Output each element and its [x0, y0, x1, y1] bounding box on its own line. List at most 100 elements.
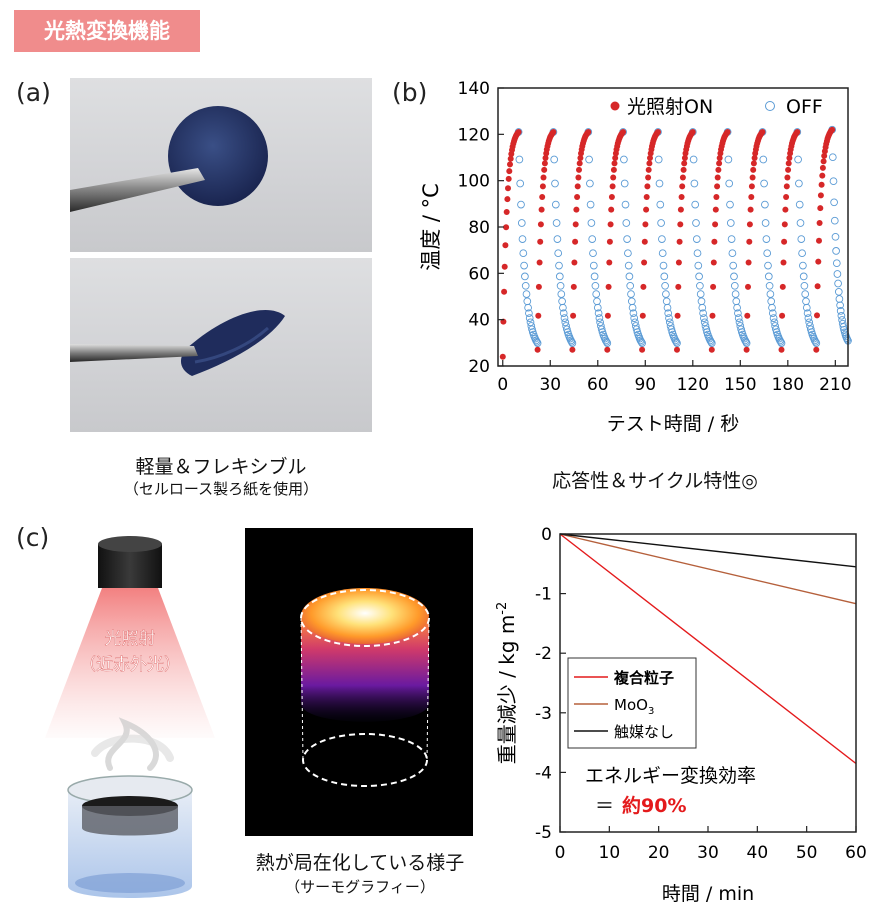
y-tick-label: -4 — [535, 763, 552, 783]
off-point — [796, 219, 805, 227]
off-point — [761, 219, 770, 227]
x-tick-label: 60 — [845, 843, 867, 863]
on-point — [499, 353, 506, 360]
on-point — [712, 221, 719, 228]
off-point — [665, 318, 674, 327]
x-tick-label: 180 — [772, 375, 804, 395]
on-point — [605, 283, 612, 290]
off-point — [624, 261, 633, 270]
off-point — [734, 314, 743, 322]
off-point — [551, 200, 560, 209]
off-point — [523, 297, 532, 306]
on-point — [504, 196, 511, 203]
legend-on-marker — [610, 101, 620, 111]
filter-disc — [168, 106, 268, 206]
on-point — [815, 258, 822, 265]
y-tick-label: -2 — [535, 644, 552, 664]
off-point — [657, 219, 665, 227]
off-point — [695, 272, 703, 281]
off-point — [594, 309, 603, 318]
y-tick-label: -1 — [535, 585, 552, 605]
on-point — [507, 161, 513, 168]
off-point — [520, 261, 528, 270]
off-point — [697, 297, 706, 306]
on-point — [814, 283, 821, 290]
on-point — [748, 194, 755, 200]
on-point — [571, 259, 578, 266]
on-point — [641, 259, 648, 266]
on-point — [550, 129, 557, 135]
off-point — [662, 290, 670, 298]
panel-label-c: (c) — [16, 523, 50, 552]
on-point — [785, 166, 792, 173]
y-tick-label: 60 — [468, 264, 490, 284]
off-point — [811, 337, 820, 346]
x-tick-label: 90 — [634, 375, 656, 395]
off-point — [804, 314, 813, 322]
on-point — [750, 166, 757, 173]
y-tick-label: 120 — [458, 125, 490, 145]
x-tick-label: 0 — [555, 843, 566, 863]
off-point — [798, 249, 806, 258]
legend-moo3-label: MoO3 — [614, 696, 654, 717]
temperature-cycle-chart: 0 30 60 90 120 150 180 210 20 40 60 80 100 120 140 光照射… — [419, 80, 852, 435]
off-point — [638, 339, 646, 347]
on-point — [819, 164, 826, 171]
y-tick-label: 0 — [541, 525, 552, 545]
on-point — [783, 183, 790, 190]
off-point — [696, 281, 704, 290]
on-point — [647, 155, 653, 161]
on-point — [535, 312, 542, 319]
on-point — [784, 174, 791, 181]
efficiency-annotation: エネルギー変換効率 — [585, 765, 756, 787]
on-point — [681, 160, 688, 167]
off-point — [664, 309, 673, 318]
on-point — [743, 346, 750, 353]
on-point — [537, 221, 544, 228]
on-point — [780, 259, 787, 266]
on-point — [570, 283, 577, 290]
off-point — [592, 290, 601, 298]
off-point — [802, 303, 811, 312]
off-point — [728, 249, 737, 258]
composite-line — [559, 533, 857, 765]
off-point — [766, 290, 775, 298]
off-point — [835, 295, 844, 303]
on-point — [534, 346, 541, 353]
on-point — [676, 238, 683, 245]
y-tick-label: 100 — [458, 172, 490, 192]
on-point — [503, 209, 510, 215]
off-point — [694, 261, 703, 270]
on-point — [785, 160, 792, 167]
off-point — [560, 314, 569, 322]
hot-surface — [301, 588, 429, 644]
x-tick-label: 30 — [539, 375, 561, 395]
on-point — [748, 183, 755, 190]
off-point — [692, 235, 701, 243]
off-point — [629, 309, 638, 318]
off-point — [558, 297, 566, 306]
y-tick-label: -5 — [535, 823, 552, 843]
on-point — [821, 152, 828, 159]
on-point — [540, 174, 547, 181]
off-point — [593, 297, 601, 306]
off-point — [655, 179, 664, 188]
on-point — [817, 192, 824, 199]
on-point — [646, 160, 653, 167]
on-point — [611, 160, 618, 167]
on-point — [677, 206, 684, 213]
off-point — [833, 270, 842, 278]
on-point — [539, 183, 546, 190]
off-point — [689, 155, 698, 164]
off-point — [626, 281, 635, 290]
off-point — [733, 303, 741, 312]
off-point — [672, 337, 681, 346]
caption-heat-localized: 熱が局在化している様子 — [255, 852, 465, 874]
caption-thermography: （サーモグラフィー） — [285, 878, 435, 896]
on-point — [575, 174, 582, 181]
on-point — [678, 194, 685, 200]
on-point — [816, 237, 822, 244]
no-catalyst-line — [559, 533, 857, 568]
on-point — [814, 312, 820, 319]
off-point — [637, 337, 646, 346]
